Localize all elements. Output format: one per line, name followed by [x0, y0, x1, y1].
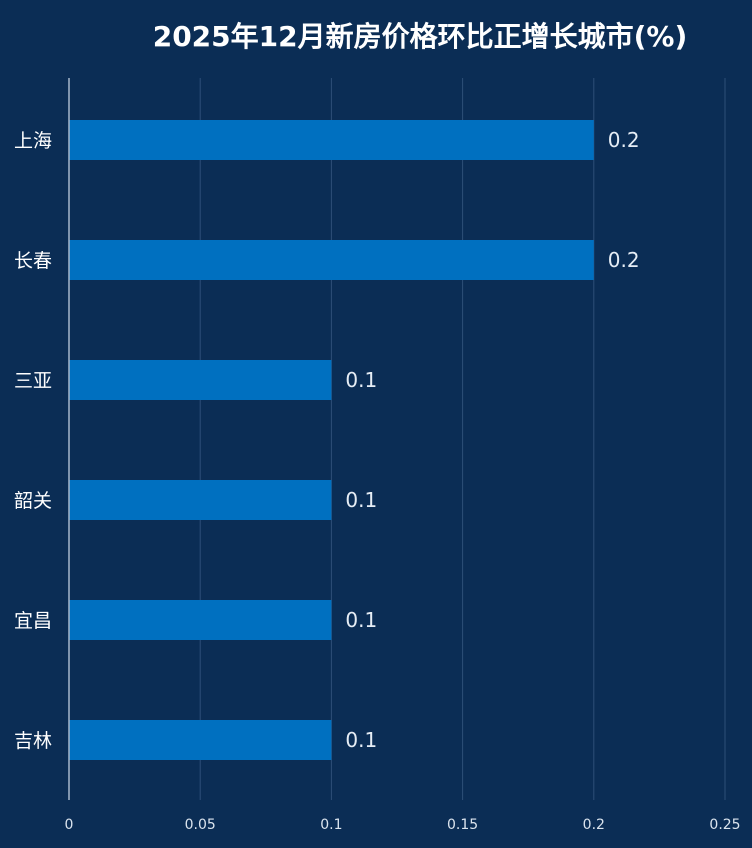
bar [69, 240, 594, 280]
bar [69, 120, 594, 160]
category-label: 韶关 [14, 490, 52, 512]
x-tick-label: 0.15 [447, 817, 478, 833]
bar-value-label: 0.1 [345, 608, 377, 632]
bars [69, 120, 594, 760]
bar-value-label: 0.2 [608, 248, 640, 272]
bar-value-label: 0.1 [345, 368, 377, 392]
category-label: 三亚 [14, 370, 52, 392]
category-label: 吉林 [14, 730, 52, 752]
category-label: 宜昌 [14, 610, 52, 632]
x-tick-label: 0 [65, 817, 74, 833]
data-labels: 0.2 0.2 0.1 0.1 0.1 0.1 [345, 128, 639, 752]
x-tick-label: 0.05 [185, 817, 216, 833]
category-label: 上海 [14, 130, 52, 152]
bar-value-label: 0.1 [345, 488, 377, 512]
gridlines [199, 78, 726, 800]
chart-title: 2025年12月新房价格环比正增长城市(%) [153, 20, 688, 53]
bar-value-label: 0.1 [345, 728, 377, 752]
bar-value-label: 0.2 [608, 128, 640, 152]
x-tick-label: 0.25 [709, 817, 740, 833]
x-tick-label: 0.2 [583, 817, 605, 833]
category-label: 长春 [14, 250, 52, 272]
bar [69, 480, 332, 520]
bar [69, 600, 332, 640]
x-tick-labels: 0 0.05 0.1 0.15 0.2 0.25 [65, 817, 741, 833]
bar [69, 720, 332, 760]
bar [69, 360, 332, 400]
x-tick-label: 0.1 [320, 817, 342, 833]
